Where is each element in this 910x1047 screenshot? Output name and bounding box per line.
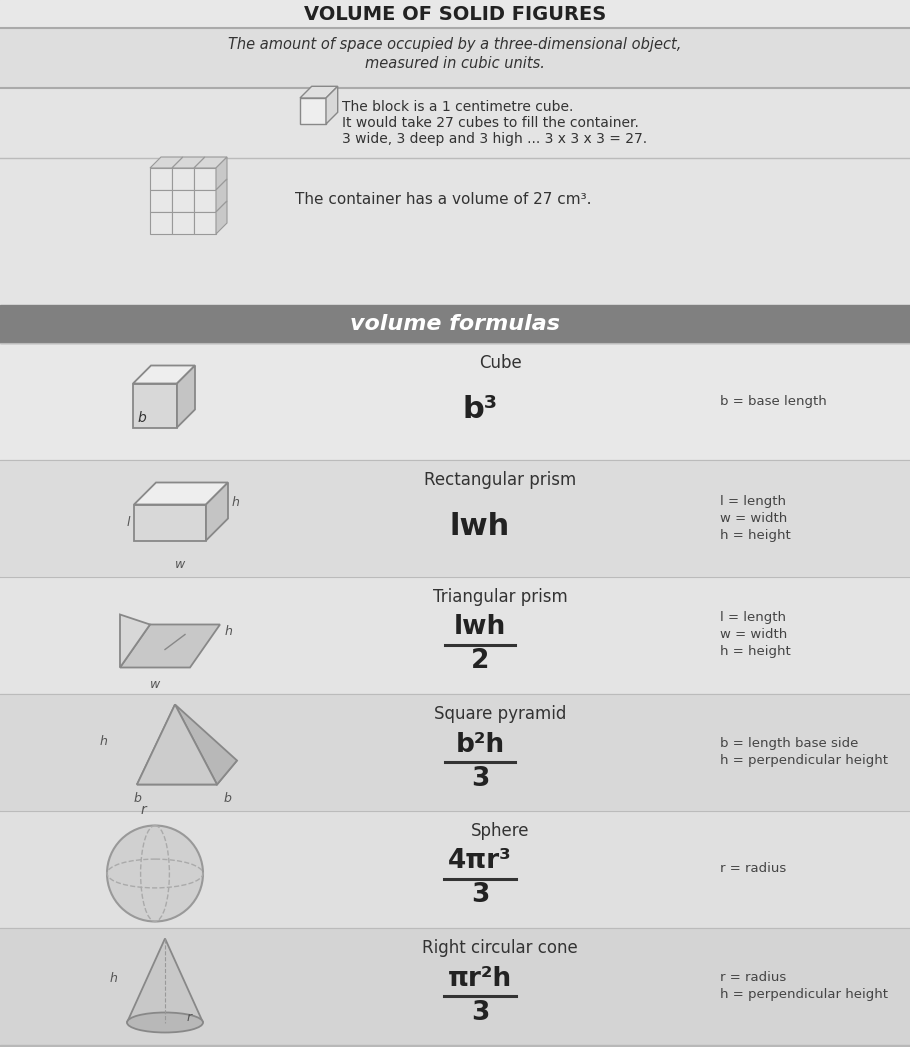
- Polygon shape: [134, 505, 206, 540]
- Text: The block is a 1 centimetre cube.: The block is a 1 centimetre cube.: [342, 101, 573, 114]
- Polygon shape: [134, 483, 228, 505]
- Text: r: r: [187, 1011, 192, 1024]
- Text: Triangular prism: Triangular prism: [432, 588, 567, 606]
- Bar: [0, 88, 910, 318]
- Text: b: b: [133, 793, 141, 805]
- Polygon shape: [326, 86, 338, 124]
- Polygon shape: [300, 86, 338, 98]
- Text: The amount of space occupied by a three-dimensional object,: The amount of space occupied by a three-…: [228, 38, 682, 52]
- Text: 4πr³: 4πr³: [449, 848, 511, 874]
- Text: w: w: [175, 558, 185, 572]
- Text: measured in cubic units.: measured in cubic units.: [365, 55, 545, 70]
- Bar: [172, 168, 194, 190]
- Text: h = height: h = height: [720, 646, 791, 659]
- Polygon shape: [127, 938, 203, 1023]
- Bar: [194, 211, 216, 233]
- Polygon shape: [300, 98, 326, 124]
- Polygon shape: [177, 365, 195, 427]
- Text: r = radius: r = radius: [720, 863, 786, 875]
- Polygon shape: [172, 157, 205, 168]
- Text: r = radius: r = radius: [720, 971, 786, 984]
- Text: l = length: l = length: [720, 611, 786, 624]
- Text: πr²h: πr²h: [448, 965, 512, 992]
- Text: VOLUME OF SOLID FIGURES: VOLUME OF SOLID FIGURES: [304, 4, 606, 23]
- Text: r: r: [140, 803, 146, 818]
- Polygon shape: [137, 705, 217, 784]
- Text: w = width: w = width: [720, 628, 787, 642]
- Text: Rectangular prism: Rectangular prism: [424, 471, 576, 489]
- Text: b: b: [223, 793, 231, 805]
- Bar: [172, 211, 194, 233]
- Bar: [0, 305, 910, 343]
- Bar: [0, 460, 910, 577]
- Polygon shape: [216, 179, 227, 211]
- Polygon shape: [216, 201, 227, 233]
- Text: 3: 3: [470, 883, 490, 909]
- Bar: [0, 577, 910, 694]
- Bar: [194, 190, 216, 211]
- Polygon shape: [206, 483, 228, 540]
- Text: h: h: [109, 972, 117, 985]
- Polygon shape: [137, 760, 237, 784]
- Text: h = perpendicular height: h = perpendicular height: [720, 754, 888, 767]
- Polygon shape: [216, 157, 227, 190]
- Bar: [0, 28, 910, 88]
- Text: Cube: Cube: [479, 354, 521, 372]
- Bar: [0, 1045, 910, 1047]
- Polygon shape: [133, 365, 195, 383]
- Polygon shape: [194, 157, 227, 168]
- Text: b²h: b²h: [455, 732, 504, 757]
- Bar: [150, 168, 172, 190]
- Text: 3: 3: [470, 1000, 490, 1025]
- Text: Right circular cone: Right circular cone: [422, 939, 578, 957]
- Bar: [0, 694, 910, 811]
- Text: It would take 27 cubes to fill the container.: It would take 27 cubes to fill the conta…: [342, 116, 639, 130]
- Text: h: h: [99, 735, 107, 748]
- Text: 2: 2: [470, 648, 490, 674]
- Polygon shape: [120, 624, 220, 668]
- Text: The container has a volume of 27 cm³.: The container has a volume of 27 cm³.: [295, 193, 592, 207]
- Polygon shape: [120, 615, 150, 668]
- Bar: [0, 928, 910, 1045]
- Text: Sphere: Sphere: [470, 822, 530, 840]
- Bar: [194, 168, 216, 190]
- Text: w = width: w = width: [720, 512, 787, 525]
- Text: lwh: lwh: [450, 512, 511, 541]
- Polygon shape: [175, 705, 237, 784]
- Text: lwh: lwh: [454, 615, 506, 641]
- Polygon shape: [150, 157, 183, 168]
- Polygon shape: [137, 705, 175, 784]
- Text: w: w: [150, 677, 160, 691]
- Text: Square pyramid: Square pyramid: [434, 705, 566, 723]
- Bar: [0, 343, 910, 460]
- Text: b = length base side: b = length base side: [720, 737, 858, 750]
- Text: h: h: [225, 625, 233, 638]
- Text: b = base length: b = base length: [720, 395, 827, 407]
- Circle shape: [107, 825, 203, 921]
- Text: l = length: l = length: [720, 494, 786, 508]
- Bar: [150, 211, 172, 233]
- Bar: [0, 0, 910, 28]
- Polygon shape: [133, 383, 177, 427]
- Text: h = height: h = height: [720, 529, 791, 541]
- Text: 3: 3: [470, 765, 490, 792]
- Bar: [0, 811, 910, 928]
- Text: b³: b³: [462, 395, 498, 424]
- Text: b: b: [137, 411, 146, 425]
- Text: 3 wide, 3 deep and 3 high ... 3 x 3 x 3 = 27.: 3 wide, 3 deep and 3 high ... 3 x 3 x 3 …: [342, 132, 647, 146]
- Text: volume formulas: volume formulas: [350, 314, 560, 334]
- Text: h: h: [232, 496, 240, 509]
- Ellipse shape: [127, 1012, 203, 1032]
- Text: l: l: [126, 516, 130, 529]
- Bar: [172, 190, 194, 211]
- Text: h = perpendicular height: h = perpendicular height: [720, 988, 888, 1001]
- Bar: [150, 190, 172, 211]
